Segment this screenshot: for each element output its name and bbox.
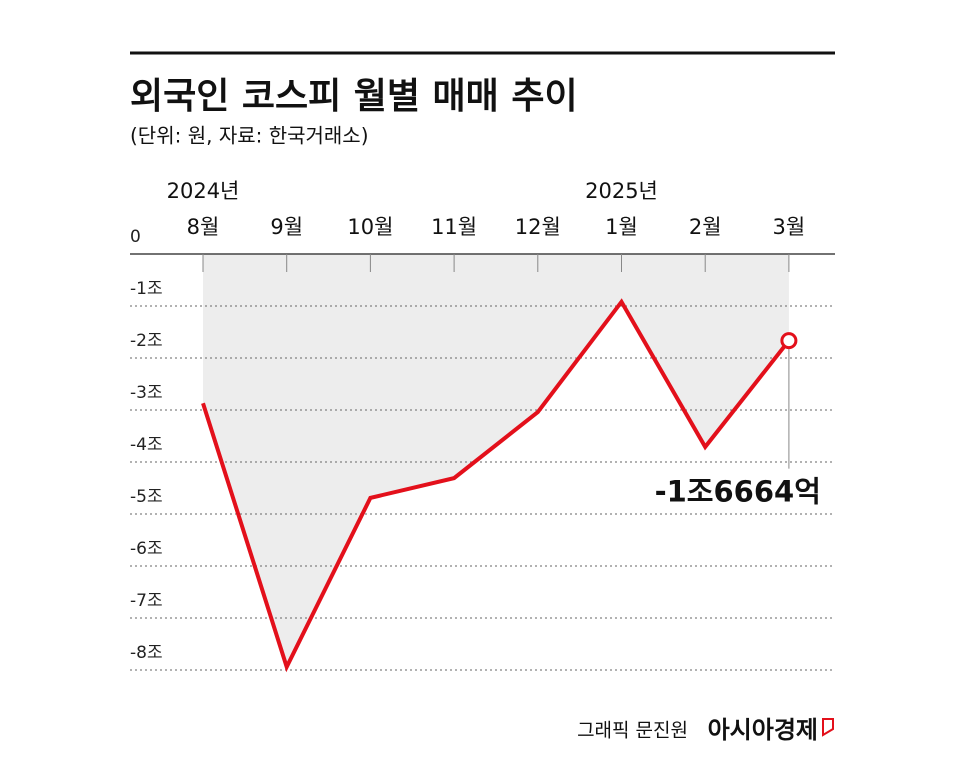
brand: 아시아경제 [708, 716, 818, 744]
y-tick-label: -8조 [130, 643, 163, 663]
line [201, 298, 791, 673]
value-label: -1조6664억 [655, 475, 821, 509]
x-tick-label: 11월 [431, 215, 477, 239]
y-tick-label: -3조 [130, 383, 163, 403]
y-tick-label: 0 [130, 227, 141, 247]
credit: 그래픽 문진원 [577, 720, 688, 742]
y-tick-label: -5조 [130, 487, 163, 507]
x-tick-label: 12월 [515, 215, 561, 239]
brand-icon [822, 718, 834, 737]
x-tick-label: 1월 [605, 215, 638, 239]
y-tick-label: -2조 [130, 331, 163, 351]
chart-title: 외국인 코스피 월별 매매 추이 [130, 76, 578, 117]
y-tick-label: -1조 [130, 279, 163, 299]
x-tick-label: 3월 [773, 215, 806, 239]
x-tick-label: 8월 [187, 215, 220, 239]
chart-subtitle: (단위: 원, 자료: 한국거래소) [130, 124, 369, 148]
x-tick-label: 10월 [347, 215, 393, 239]
y-tick-label: -4조 [130, 435, 163, 455]
year-label: 2024년 [167, 179, 240, 203]
area [203, 254, 789, 667]
x-tick-label: 2월 [689, 215, 722, 239]
year-label: 2025년 [585, 179, 658, 203]
marker [780, 332, 798, 350]
plot: 0 -1조 -2조 -3조 -4조 -5조 -6조 -7조 -8조 8월 2024년 9월 10월 11월… [130, 179, 835, 673]
y-tick-label: -6조 [130, 539, 163, 559]
y-tick-label: -7조 [130, 591, 163, 611]
x-tick-label: 9월 [270, 215, 303, 239]
